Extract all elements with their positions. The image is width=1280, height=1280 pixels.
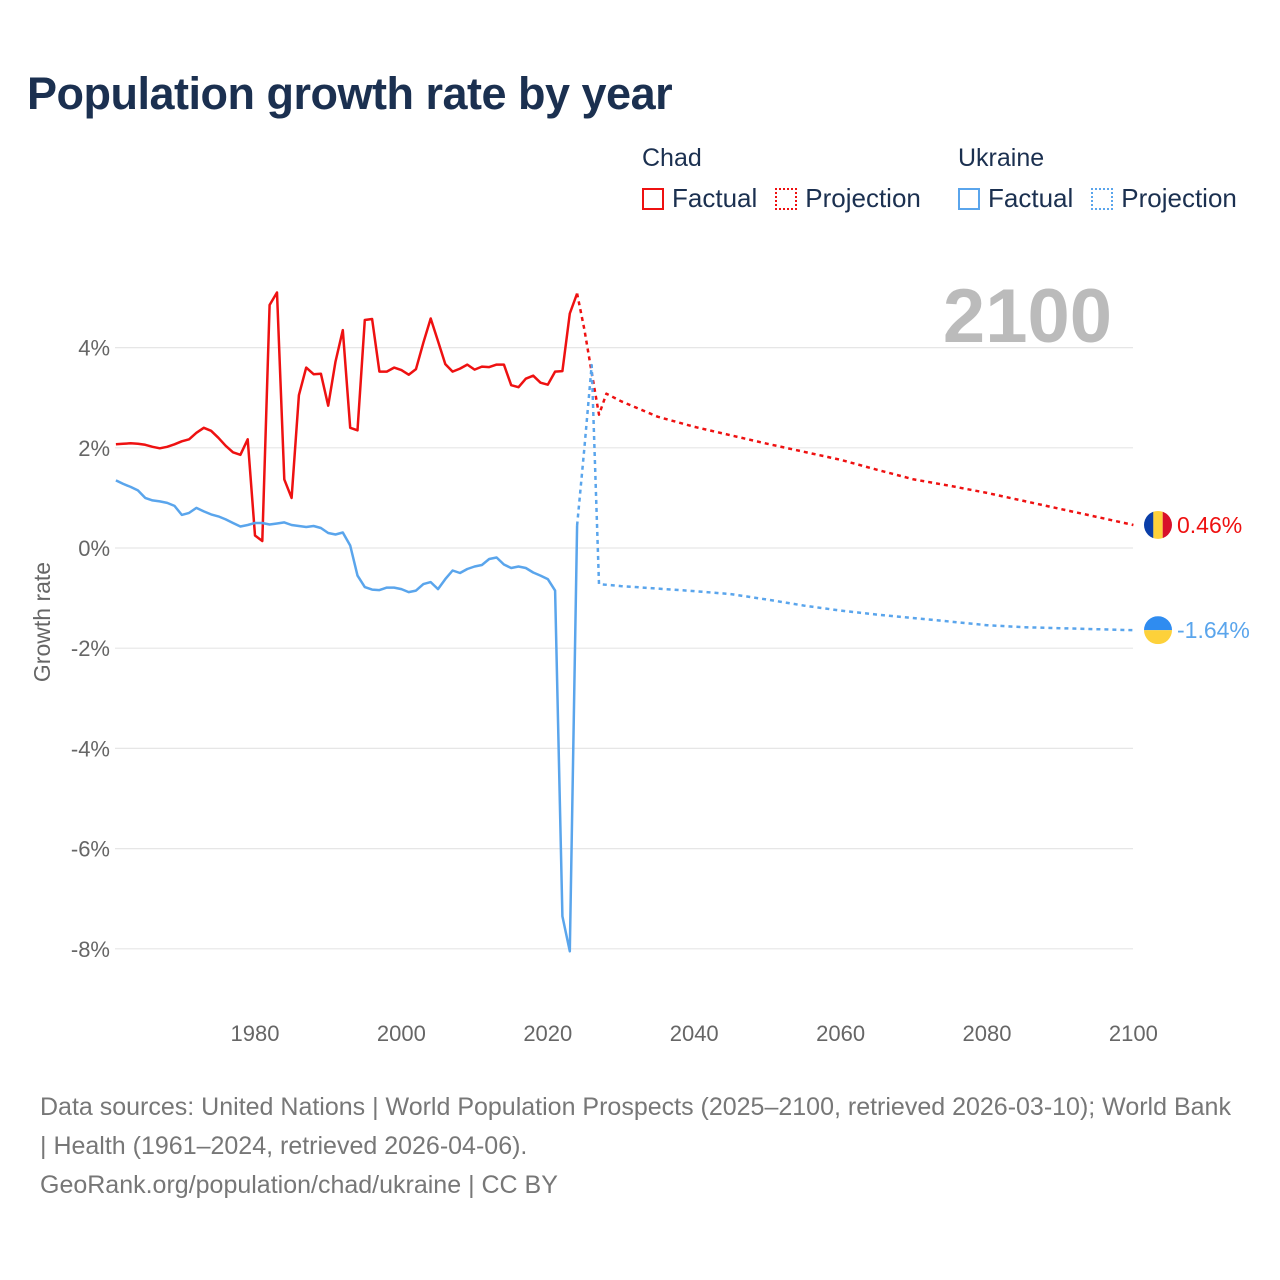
end-value-label: -1.64% [1177, 617, 1250, 643]
legend-label: Factual [672, 183, 758, 213]
x-tick-label: 2020 [523, 1021, 572, 1046]
legend-swatch-solid [958, 187, 980, 210]
end-value-label: 0.46% [1177, 512, 1242, 538]
line-chad-projection [575, 293, 1134, 527]
y-axis-label: Growth rate [29, 562, 55, 682]
y-tick-label: -2% [71, 636, 110, 661]
x-tick-label: 2060 [816, 1021, 865, 1046]
end-labels: 0.46% -1.64% [1144, 510, 1250, 645]
y-tick-label: -4% [71, 736, 110, 761]
current-year-label: 2100 [943, 274, 1112, 359]
legend-group-name: Ukraine [958, 144, 1045, 172]
x-tick-label: 2000 [377, 1021, 426, 1046]
x-axis-ticks: 1980 2000 2020 2040 2060 2080 2100 [231, 1021, 1158, 1046]
legend-label: Projection [1121, 183, 1237, 213]
legend-swatch-solid [642, 187, 664, 210]
x-tick-label: 2080 [963, 1021, 1012, 1046]
y-tick-label: 2% [78, 436, 110, 461]
grid-lines [115, 347, 1133, 950]
legend-swatch-dotted [775, 187, 798, 210]
credit-link[interactable]: GeoRank.org/population/chad/ukraine | CC… [40, 1171, 558, 1199]
legend-group-name: Chad [642, 144, 702, 172]
legend-swatch-dotted [1091, 187, 1114, 210]
series-lines [115, 291, 1134, 953]
ukraine-flag-icon [1144, 616, 1172, 645]
footer: Data sources: United Nations | World Pop… [40, 1088, 1240, 1205]
line-ukraine-factual [115, 479, 579, 953]
legend-label: Projection [805, 183, 921, 213]
legend-ukraine-factual[interactable]: Factual [958, 183, 1073, 214]
line-chad-factual [115, 291, 579, 543]
legend-label: Factual [988, 183, 1074, 213]
x-tick-label: 2100 [1109, 1021, 1158, 1046]
x-tick-label: 1980 [231, 1021, 280, 1046]
y-tick-label: 0% [78, 536, 110, 561]
line-ukraine-projection [575, 363, 1134, 632]
y-axis-ticks: 4% 2% 0% -2% -4% -6% -8% [71, 336, 110, 962]
y-tick-label: 4% [78, 336, 110, 361]
x-tick-label: 2040 [670, 1021, 719, 1046]
legend-chad-projection[interactable]: Projection [775, 183, 921, 214]
legend-group-chad: Chad Factual Projection [642, 144, 939, 214]
chart-title: Population growth rate by year [27, 68, 673, 119]
y-tick-label: -6% [71, 837, 110, 862]
legend-group-ukraine: Ukraine Factual Projection [958, 144, 1255, 214]
legend-chad-factual[interactable]: Factual [642, 183, 757, 214]
data-sources: Data sources: United Nations | World Pop… [40, 1093, 1231, 1160]
chad-flag-icon [1144, 510, 1172, 539]
legend-ukraine-projection[interactable]: Projection [1091, 183, 1237, 214]
y-tick-label: -8% [71, 937, 110, 962]
